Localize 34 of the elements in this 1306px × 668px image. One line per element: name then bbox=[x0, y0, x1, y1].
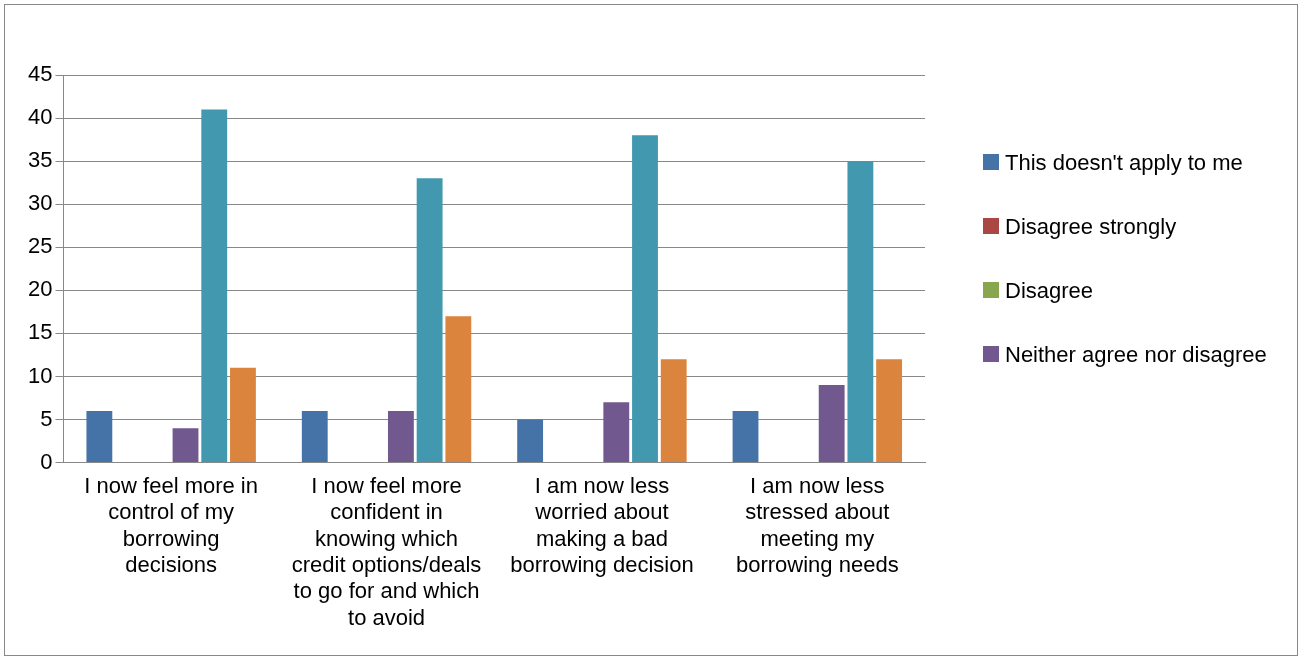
legend-label: Neither agree nor disagree bbox=[1005, 342, 1267, 368]
legend-label: Disagree strongly bbox=[1005, 214, 1177, 240]
y-tick-label: 5 bbox=[40, 405, 53, 431]
bar bbox=[172, 428, 199, 463]
y-tick-label: 25 bbox=[27, 233, 53, 259]
y-tick-label: 30 bbox=[27, 190, 53, 216]
y-tick-label: 0 bbox=[40, 448, 53, 474]
x-tick-label: I now feel more in control of my borrowing decisions bbox=[84, 472, 258, 578]
y-tick-label: 15 bbox=[27, 319, 53, 345]
y-tick-label: 35 bbox=[27, 147, 53, 173]
bar bbox=[230, 367, 256, 463]
legend-label: Disagree bbox=[1005, 278, 1094, 304]
bar bbox=[201, 109, 228, 463]
y-tick-label: 45 bbox=[27, 61, 53, 87]
bar bbox=[876, 359, 903, 463]
bar bbox=[847, 161, 874, 463]
bar bbox=[416, 178, 443, 463]
bar bbox=[517, 419, 544, 463]
bar bbox=[732, 410, 759, 463]
bar bbox=[632, 135, 658, 463]
y-tick-label: 40 bbox=[27, 104, 53, 130]
bar bbox=[301, 410, 328, 463]
x-tick-label: I now feel more confident in knowing which credit options/deals to go for and which to avoid bbox=[291, 472, 482, 630]
bar bbox=[818, 385, 845, 463]
bar bbox=[86, 410, 113, 463]
bar bbox=[445, 316, 472, 463]
x-tick-label: I am now less worried about making a bad borrowing decision bbox=[510, 472, 694, 578]
x-tick-label: I am now less stressed about meeting my borrowing needs bbox=[735, 472, 899, 578]
legend-label: This doesn't apply to me bbox=[1005, 150, 1243, 176]
bar bbox=[660, 359, 687, 463]
y-tick-label: 10 bbox=[27, 362, 53, 388]
bar bbox=[603, 402, 630, 463]
y-tick-label: 20 bbox=[27, 276, 53, 302]
bar bbox=[387, 410, 414, 463]
